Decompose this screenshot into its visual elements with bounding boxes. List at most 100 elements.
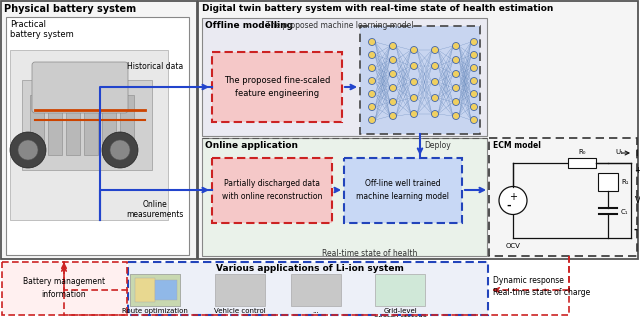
Text: +: +: [634, 166, 640, 175]
Text: -: -: [507, 200, 511, 210]
Text: C₁: C₁: [621, 209, 628, 215]
Text: Online
measurements: Online measurements: [126, 200, 184, 219]
Bar: [215, 274, 265, 306]
Circle shape: [390, 56, 397, 63]
Bar: [48, 95, 62, 155]
Bar: [489, 138, 637, 256]
Text: R₀: R₀: [579, 149, 586, 155]
Bar: [1, 1, 197, 259]
Text: Route optimization: Route optimization: [122, 308, 188, 314]
Text: OCV: OCV: [506, 243, 520, 249]
Circle shape: [410, 47, 417, 54]
Circle shape: [470, 117, 477, 124]
Bar: [212, 52, 342, 122]
Circle shape: [452, 85, 460, 92]
Text: Historical data: Historical data: [127, 62, 183, 71]
Bar: [84, 95, 98, 155]
Text: R₁: R₁: [621, 179, 628, 185]
Circle shape: [410, 79, 417, 86]
Text: Dynamic response: Dynamic response: [493, 276, 564, 285]
Text: U₁: U₁: [616, 149, 623, 155]
Text: I: I: [635, 148, 637, 158]
Circle shape: [110, 140, 130, 160]
Bar: [2, 262, 127, 315]
Circle shape: [369, 90, 376, 98]
Circle shape: [470, 51, 477, 59]
Text: Real-time state of health: Real-time state of health: [323, 249, 418, 258]
Bar: [344, 158, 462, 223]
Bar: [198, 1, 638, 259]
Circle shape: [431, 79, 438, 86]
Text: Physical battery system: Physical battery system: [4, 4, 136, 14]
Text: ...: ...: [312, 308, 319, 314]
Circle shape: [431, 94, 438, 101]
Circle shape: [369, 64, 376, 72]
Circle shape: [10, 132, 46, 168]
Bar: [212, 158, 332, 223]
Circle shape: [369, 103, 376, 111]
Text: Off-line well trained
machine learning model: Off-line well trained machine learning m…: [356, 179, 449, 201]
Bar: [10, 50, 168, 220]
Circle shape: [499, 186, 527, 215]
Circle shape: [369, 77, 376, 85]
Circle shape: [431, 62, 438, 69]
Text: Partially discharged data
with online reconstruction: Partially discharged data with online re…: [222, 179, 322, 201]
Bar: [135, 278, 155, 302]
Text: +: +: [509, 192, 517, 203]
Circle shape: [390, 113, 397, 120]
Circle shape: [470, 38, 477, 46]
Text: ECM model: ECM model: [493, 141, 541, 150]
Circle shape: [369, 51, 376, 59]
Text: Digital twin battery system with real-time state of health estimation: Digital twin battery system with real-ti…: [202, 4, 554, 13]
Circle shape: [390, 85, 397, 92]
Text: Vehicle control: Vehicle control: [214, 308, 266, 314]
Bar: [568, 158, 596, 168]
Text: The proposed machine learning model: The proposed machine learning model: [266, 21, 413, 30]
Circle shape: [470, 64, 477, 72]
Bar: [102, 95, 116, 155]
Circle shape: [470, 77, 477, 85]
Bar: [22, 80, 152, 170]
Circle shape: [470, 90, 477, 98]
Bar: [66, 95, 80, 155]
Text: Grid-level
energy storage: Grid-level energy storage: [374, 308, 426, 317]
Bar: [598, 173, 618, 191]
Circle shape: [390, 70, 397, 77]
Bar: [6, 17, 189, 255]
Circle shape: [390, 42, 397, 49]
Circle shape: [431, 111, 438, 118]
Text: Various applications of Li-ion system: Various applications of Li-ion system: [216, 264, 404, 273]
Circle shape: [452, 113, 460, 120]
Text: Battery management
information: Battery management information: [23, 277, 105, 299]
Bar: [202, 138, 487, 256]
Bar: [30, 95, 44, 155]
Text: The proposed fine-scaled
feature engineering: The proposed fine-scaled feature enginee…: [224, 76, 330, 98]
Circle shape: [102, 132, 138, 168]
Circle shape: [369, 117, 376, 124]
Circle shape: [452, 99, 460, 106]
Bar: [291, 274, 341, 306]
Bar: [130, 274, 180, 306]
Circle shape: [452, 42, 460, 49]
Bar: [120, 95, 134, 155]
Bar: [155, 280, 177, 300]
Circle shape: [390, 99, 397, 106]
Bar: [202, 18, 487, 136]
Circle shape: [410, 94, 417, 101]
Circle shape: [452, 56, 460, 63]
Bar: [375, 274, 425, 306]
Text: -: -: [634, 225, 638, 235]
Circle shape: [18, 140, 38, 160]
Text: Online application: Online application: [205, 141, 298, 150]
Circle shape: [369, 38, 376, 46]
Circle shape: [410, 62, 417, 69]
Bar: [360, 26, 480, 134]
FancyBboxPatch shape: [32, 62, 128, 113]
Bar: [130, 274, 180, 306]
Bar: [128, 262, 488, 315]
Text: Offline modelling: Offline modelling: [205, 21, 293, 30]
Circle shape: [431, 47, 438, 54]
Text: V: V: [635, 196, 640, 205]
Circle shape: [452, 70, 460, 77]
Circle shape: [410, 111, 417, 118]
